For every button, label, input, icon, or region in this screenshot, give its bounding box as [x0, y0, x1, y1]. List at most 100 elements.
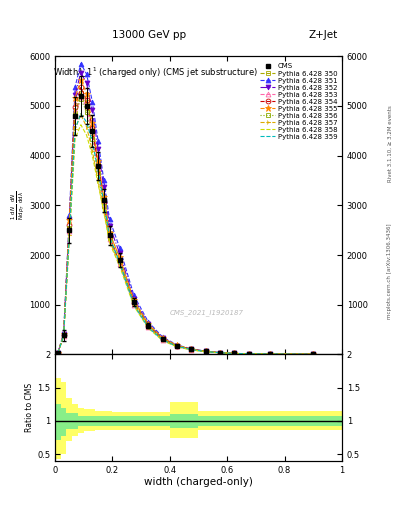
- Pythia 6.428 352: [311, 351, 316, 357]
- Pythia 6.428 352: [132, 296, 136, 302]
- Pythia 6.428 354: [246, 351, 251, 357]
- Pythia 6.428 353: [107, 236, 112, 242]
- Pythia 6.428 356: [117, 258, 122, 264]
- Pythia 6.428 358: [132, 303, 136, 309]
- Pythia 6.428 355: [117, 254, 122, 261]
- Pythia 6.428 350: [218, 350, 222, 356]
- Pythia 6.428 359: [174, 343, 179, 349]
- Pythia 6.428 355: [246, 351, 251, 357]
- Pythia 6.428 354: [218, 350, 222, 356]
- Pythia 6.428 358: [96, 181, 101, 187]
- Line: Pythia 6.428 356: Pythia 6.428 356: [55, 96, 316, 357]
- Pythia 6.428 359: [67, 231, 72, 238]
- Y-axis label: Ratio to CMS: Ratio to CMS: [25, 383, 34, 432]
- Pythia 6.428 353: [311, 351, 316, 357]
- Pythia 6.428 355: [160, 335, 165, 341]
- Pythia 6.428 350: [246, 351, 251, 357]
- Pythia 6.428 353: [132, 302, 136, 308]
- Pythia 6.428 353: [90, 130, 95, 136]
- Pythia 6.428 353: [189, 347, 194, 353]
- Pythia 6.428 358: [174, 344, 179, 350]
- Line: Pythia 6.428 351: Pythia 6.428 351: [55, 61, 316, 357]
- Pythia 6.428 357: [73, 126, 77, 132]
- Pythia 6.428 352: [101, 184, 106, 190]
- Pythia 6.428 357: [189, 347, 194, 353]
- Pythia 6.428 359: [117, 260, 122, 266]
- Pythia 6.428 356: [84, 109, 89, 115]
- Pythia 6.428 354: [160, 336, 165, 342]
- Pythia 6.428 353: [218, 350, 222, 356]
- Pythia 6.428 352: [67, 217, 72, 223]
- Pythia 6.428 353: [117, 261, 122, 267]
- Text: Width$\lambda\_1^1$ (charged only) (CMS jet substructure): Width$\lambda\_1^1$ (charged only) (CMS …: [53, 65, 258, 80]
- Pythia 6.428 356: [61, 332, 66, 338]
- Pythia 6.428 354: [117, 259, 122, 265]
- Pythia 6.428 358: [268, 351, 273, 357]
- Pythia 6.428 357: [90, 147, 95, 154]
- Pythia 6.428 353: [55, 350, 60, 356]
- Pythia 6.428 351: [160, 334, 165, 340]
- Pythia 6.428 351: [146, 319, 151, 325]
- Pythia 6.428 354: [96, 162, 101, 168]
- Pythia 6.428 352: [55, 350, 60, 356]
- Pythia 6.428 352: [160, 335, 165, 341]
- Pythia 6.428 352: [268, 351, 273, 357]
- Pythia 6.428 353: [160, 337, 165, 343]
- Pythia 6.428 353: [246, 351, 251, 357]
- Pythia 6.428 358: [73, 136, 77, 142]
- Pythia 6.428 356: [132, 299, 136, 305]
- Pythia 6.428 359: [84, 119, 89, 125]
- Pythia 6.428 357: [174, 344, 179, 350]
- Pythia 6.428 358: [160, 337, 165, 344]
- Pythia 6.428 351: [96, 138, 101, 144]
- Pythia 6.428 358: [67, 237, 72, 243]
- Pythia 6.428 358: [101, 209, 106, 216]
- Pythia 6.428 356: [90, 136, 95, 142]
- Pythia 6.428 351: [55, 350, 60, 356]
- Pythia 6.428 357: [107, 238, 112, 244]
- Pythia 6.428 354: [73, 103, 77, 110]
- Pythia 6.428 357: [232, 350, 237, 356]
- Legend: CMS, Pythia 6.428 350, Pythia 6.428 351, Pythia 6.428 352, Pythia 6.428 353, Pyt: CMS, Pythia 6.428 350, Pythia 6.428 351,…: [257, 61, 340, 143]
- Pythia 6.428 352: [117, 250, 122, 256]
- Pythia 6.428 352: [232, 350, 237, 356]
- X-axis label: width (charged-only): width (charged-only): [144, 477, 253, 487]
- Pythia 6.428 354: [268, 351, 273, 357]
- Pythia 6.428 358: [107, 240, 112, 246]
- Pythia 6.428 353: [61, 333, 66, 339]
- Pythia 6.428 350: [174, 343, 179, 349]
- Pythia 6.428 357: [246, 351, 251, 357]
- Pythia 6.428 358: [232, 350, 237, 356]
- Pythia 6.428 353: [96, 166, 101, 172]
- Pythia 6.428 357: [203, 349, 208, 355]
- Pythia 6.428 359: [107, 234, 112, 240]
- Pythia 6.428 350: [311, 351, 316, 357]
- Line: Pythia 6.428 359: Pythia 6.428 359: [57, 113, 314, 355]
- Pythia 6.428 353: [203, 349, 208, 355]
- Pythia 6.428 352: [79, 70, 83, 76]
- Pythia 6.428 354: [189, 346, 194, 352]
- Pythia 6.428 355: [146, 321, 151, 327]
- Pythia 6.428 352: [96, 146, 101, 152]
- Pythia 6.428 350: [73, 110, 77, 116]
- Pythia 6.428 350: [55, 350, 60, 356]
- Pythia 6.428 356: [107, 235, 112, 241]
- Pythia 6.428 355: [61, 331, 66, 337]
- Text: 13000 GeV pp: 13000 GeV pp: [112, 30, 186, 40]
- Pythia 6.428 357: [96, 178, 101, 184]
- Pythia 6.428 355: [203, 348, 208, 354]
- Pythia 6.428 355: [79, 76, 83, 82]
- Pythia 6.428 354: [232, 350, 237, 356]
- Y-axis label: $\frac{1}{\mathrm{N}}\frac{\mathrm{d}N}{\mathrm{d}p_T}$ $\frac{\mathrm{d}N}{\mat: $\frac{1}{\mathrm{N}}\frac{\mathrm{d}N}{…: [9, 190, 26, 220]
- Pythia 6.428 356: [218, 350, 222, 356]
- Pythia 6.428 355: [232, 350, 237, 356]
- Pythia 6.428 356: [67, 225, 72, 231]
- Pythia 6.428 350: [107, 229, 112, 236]
- Pythia 6.428 354: [174, 343, 179, 349]
- Pythia 6.428 357: [268, 351, 273, 357]
- Pythia 6.428 355: [73, 95, 77, 101]
- Pythia 6.428 358: [189, 347, 194, 353]
- Pythia 6.428 350: [79, 90, 83, 96]
- Pythia 6.428 357: [117, 261, 122, 267]
- Pythia 6.428 350: [90, 124, 95, 130]
